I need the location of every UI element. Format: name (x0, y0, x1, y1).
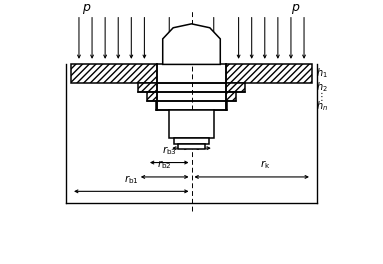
Bar (226, 64, 312, 83)
Text: $r_{\mathrm{b1}}$: $r_{\mathrm{b1}}$ (124, 173, 139, 186)
Text: $p$: $p$ (82, 2, 92, 16)
Bar (178, 144, 205, 149)
Bar (71, 64, 157, 83)
Bar (138, 83, 157, 92)
Text: $\vdots$: $\vdots$ (316, 90, 323, 103)
Bar (147, 92, 157, 101)
Bar (226, 101, 227, 110)
Text: $h_2$: $h_2$ (316, 81, 327, 94)
Bar (226, 83, 245, 92)
Polygon shape (163, 24, 220, 64)
Text: $r_{\mathrm{a}}$: $r_{\mathrm{a}}$ (198, 129, 208, 142)
Bar (156, 101, 157, 110)
Text: $r_{\mathrm{b3}}$: $r_{\mathrm{b3}}$ (162, 144, 177, 157)
Text: $r_{\mathrm{b2}}$: $r_{\mathrm{b2}}$ (157, 158, 172, 171)
Text: $r_{\mathrm{k}}$: $r_{\mathrm{k}}$ (260, 158, 270, 171)
Text: $h_n$: $h_n$ (316, 99, 328, 112)
Text: $r_{\mathrm{bn}}$: $r_{\mathrm{bn}}$ (173, 129, 188, 142)
Text: $h_1$: $h_1$ (316, 67, 327, 81)
Bar (175, 138, 208, 144)
Bar (169, 110, 214, 138)
Bar (226, 92, 236, 101)
Text: $p$: $p$ (291, 2, 301, 16)
